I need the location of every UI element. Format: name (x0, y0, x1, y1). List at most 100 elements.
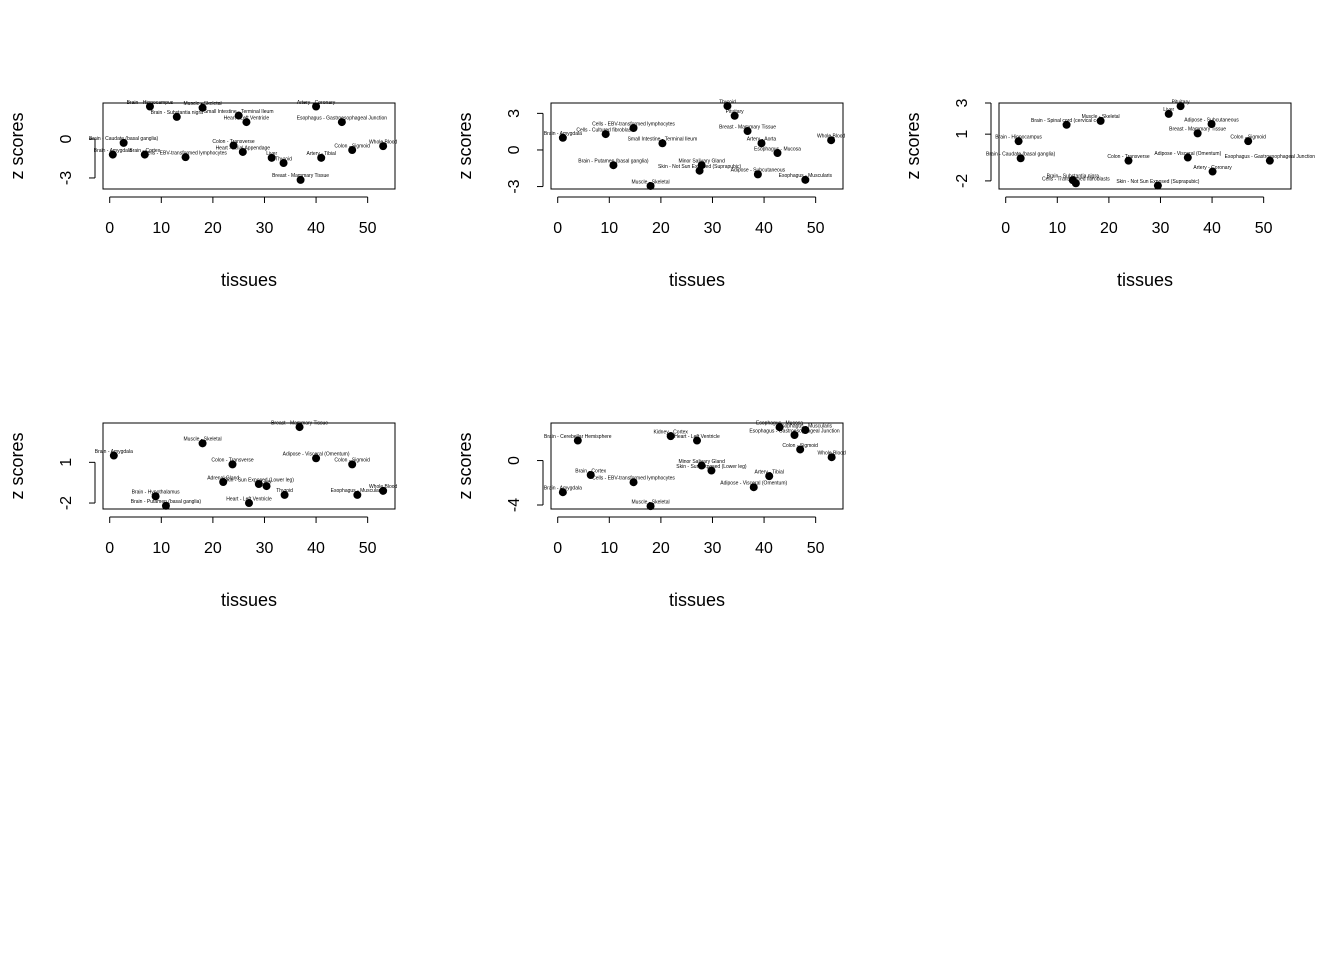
point (1071, 179, 1080, 188)
point (765, 472, 774, 481)
point (773, 149, 782, 158)
point (219, 478, 228, 487)
point-label: Esophagus - Mucosa (756, 421, 803, 427)
point-label: Muscle - Skeletal (184, 101, 222, 107)
x-tick-label: 30 (704, 540, 722, 557)
point (801, 175, 810, 184)
point (238, 147, 247, 156)
point (198, 439, 207, 448)
point (161, 501, 170, 510)
point (245, 499, 253, 508)
point-label: Liver (1163, 107, 1174, 113)
y-tick-label: 3 (954, 98, 971, 107)
point (317, 153, 326, 162)
point (312, 454, 321, 463)
point-label: Heart - Atrial Appendage (216, 145, 271, 151)
point-label: Skin - Not Sun Exposed (Suprapubic) (658, 164, 741, 170)
point (1062, 120, 1071, 129)
point-label: Muscle - Skeletal (184, 437, 222, 443)
point (267, 153, 276, 162)
x-tick-label: 40 (755, 220, 773, 237)
point (228, 460, 237, 469)
point (757, 139, 766, 148)
point (697, 461, 706, 470)
point-label: Brain - Substantia nigra (151, 110, 203, 116)
point-label: Artery - Coronary (1193, 165, 1232, 171)
point (666, 432, 675, 441)
point-label: Brain - Putamen (basal ganglia) (578, 159, 649, 165)
plot-frame (102, 422, 396, 510)
point-label: Esophagus - Gastroesophageal Junction (297, 115, 388, 121)
x-tick-label: 30 (256, 220, 274, 237)
point (723, 102, 732, 111)
point (796, 445, 805, 454)
point (348, 460, 357, 469)
x-axis-title: tissues (669, 270, 725, 290)
point (198, 103, 207, 112)
point-label: Cells - Cultured fibroblasts (576, 127, 635, 133)
point-label: Pituitary (726, 109, 745, 115)
plot-frame (998, 102, 1292, 190)
x-tick-label: 10 (600, 220, 618, 237)
point (172, 112, 181, 121)
x-tick-label: 30 (1152, 220, 1170, 237)
point-label: Whole Blood (817, 134, 846, 140)
point (1207, 120, 1216, 129)
point-label: Cells - EBV-transformed lymphocytes (592, 121, 675, 127)
x-tick-label: 30 (256, 540, 274, 557)
point-label: Colon - Sigmoid (334, 143, 370, 149)
point (749, 483, 758, 492)
point (1164, 109, 1173, 118)
point-label: Muscle - Skeletal (632, 179, 670, 185)
point-label: Small Intestine - Terminal Ileum (628, 137, 698, 143)
x-tick-label: 20 (204, 220, 222, 237)
x-tick-label: 40 (1203, 220, 1221, 237)
x-tick-label: 10 (1048, 220, 1066, 237)
y-tick-label: 1 (954, 130, 971, 139)
point-label: Brain - Caudate (basal ganglia) (89, 136, 159, 142)
point-label: Adipose - Subcutaneous (1184, 117, 1239, 123)
point-label: Artery - Tibial (306, 151, 335, 157)
x-tick-label: 40 (755, 540, 773, 557)
x-axis-title: tissues (221, 590, 277, 610)
point (753, 170, 762, 179)
point-label: Artery - Aorta (747, 137, 777, 143)
point (234, 111, 243, 120)
point (151, 492, 160, 501)
point-label: Kidney - Cortex (653, 429, 688, 435)
y-axis-title: z scores (903, 112, 923, 179)
point-label: Whole Blood (369, 484, 398, 490)
x-tick-label: 20 (652, 540, 670, 557)
point-label: Colon - Sigmoid (1230, 134, 1266, 140)
point (558, 488, 567, 497)
y-axis-title: z scores (455, 432, 475, 499)
point-label: Brain - Substantia nigra (1047, 173, 1099, 179)
point (181, 153, 190, 162)
point-label: Cells - EBV-transformed lymphocytes (144, 151, 227, 157)
y-axis-title: z scores (7, 112, 27, 179)
point (730, 111, 739, 120)
x-tick-label: 0 (105, 220, 114, 237)
point-label: Brain - Amygdala (95, 449, 133, 455)
x-tick-label: 10 (152, 220, 170, 237)
y-tick-label: -4 (506, 498, 523, 512)
plot-frame (102, 102, 396, 190)
point-label: Muscle - Skeletal (632, 499, 670, 505)
point (646, 181, 655, 190)
x-axis-title: tissues (669, 590, 725, 610)
x-tick-label: 0 (553, 220, 562, 237)
point-label: Esophagus - Muscularis (779, 173, 833, 179)
point (695, 166, 704, 175)
point-label: Esophagus - Muscularis (331, 488, 385, 494)
point (254, 480, 263, 489)
point-label: Heart - Left Ventricle (226, 496, 272, 502)
point-label: Adrenal Gland (207, 475, 239, 481)
point (743, 127, 752, 136)
point-label: Heart - Left Ventricle (224, 115, 270, 121)
point (609, 161, 618, 170)
point-label: Colon - Transverse (211, 458, 253, 464)
point (279, 159, 288, 168)
point (242, 118, 251, 127)
point (229, 141, 238, 150)
point-label: Whole Blood (817, 451, 846, 457)
